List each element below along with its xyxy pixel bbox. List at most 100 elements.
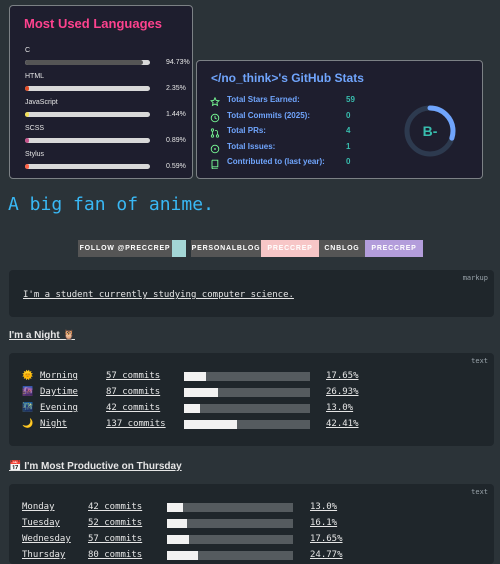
progress-bar [184,372,310,381]
progress-bar-fill [167,519,187,528]
code-language-tag: text [471,488,488,496]
time-commits: 57 commits [106,371,161,381]
productive-section-title: 📅 I'm Most Productive on Thursday [9,461,182,472]
progress-bar [167,503,293,512]
progress-bar-fill [184,388,218,397]
stat-label: Total Issues: [227,141,276,151]
code-language-tag: text [471,357,488,365]
language-bar-fill [25,112,29,117]
time-percent: 42.41% [326,419,359,429]
stat-label: Contributed to (last year): [227,157,325,166]
badge-logo[interactable] [172,240,186,257]
stats-card-title: </no_think>'s GitHub Stats [211,71,364,85]
stat-row: Contributed to (last year): 0 [210,156,360,170]
progress-bar [167,551,293,560]
about-code-block: markup I'm a student currently studying … [9,270,494,317]
time-commits: 87 commits [106,387,161,397]
language-bar [25,112,150,117]
language-percent: 2.35% [166,85,186,92]
progress-bar [184,420,310,429]
badge-cnblog[interactable]: CNBLOG [319,240,365,257]
time-of-day-row: 🌞 Morning 57 commits 17.65% [22,371,482,383]
language-bar-fill [25,138,29,143]
time-label: Evening [40,403,78,413]
time-emoji: 🌃 [22,403,34,413]
issue-icon [210,141,220,153]
progress-bar-fill [184,404,200,413]
time-label: Night [40,419,68,429]
language-bar-fill [25,164,29,169]
stat-label: Total Stars Earned: [227,95,300,104]
language-row: HTML 2.35% [25,73,187,99]
weekday-commits: 52 commits [88,518,143,528]
weekday-block: text Monday 42 commits 13.0% Tuesday 52 comm… [9,484,494,564]
languages-card-title: Most Used Languages [24,16,162,31]
time-commits: 137 commits [106,419,166,429]
language-bar-fill [25,60,144,65]
stat-label: Total PRs: [227,126,266,135]
language-bar [25,60,150,65]
weekday-label: Monday [22,502,55,512]
weekday-percent: 13.0% [310,502,338,512]
weekday-commits: 57 commits [88,534,143,544]
progress-bar-fill [184,420,237,429]
night-section-title: I'm a Night 🦉 [9,330,75,341]
time-percent: 13.0% [326,403,354,413]
weekday-label: Wednesday [22,534,71,544]
language-bar [25,86,150,91]
time-emoji: 🌆 [22,387,34,397]
stat-row: Total Commits (2025): 0 [210,110,360,122]
weekday-row: Wednesday 57 commits 17.65% [22,534,482,546]
weekday-percent: 17.65% [310,534,343,544]
languages-card: Most Used Languages C 94.73% HTML 2.35% Java… [9,5,193,179]
weekday-percent: 24.77% [310,550,343,560]
language-row: SCSS 0.89% [25,125,187,151]
progress-bar-fill [167,503,183,512]
time-emoji: 🌙 [22,419,34,429]
time-label: Daytime [40,387,78,397]
language-bar [25,164,150,169]
star-icon [209,94,221,107]
badge-preccrep[interactable]: PRECCREP [261,240,319,257]
rank-grade: B- [422,123,438,139]
code-language-tag: markup [462,274,488,282]
weekday-percent: 16.1% [310,518,338,528]
language-name: C [25,47,31,54]
weekday-commits: 80 commits [88,550,143,560]
stat-value: 59 [346,95,355,104]
weekday-row: Tuesday 52 commits 16.1% [22,518,482,530]
history-icon [210,110,220,122]
language-bar-fill [25,86,29,91]
language-percent: 94.73% [166,59,190,66]
progress-bar [184,404,310,413]
badge-personalblog[interactable]: PERSONALBLOG [191,240,261,257]
badge-preccrep[interactable]: PRECCREP [365,240,423,257]
language-percent: 1.44% [166,111,186,118]
language-row: Stylus 0.59% [25,151,187,177]
language-name: SCSS [25,125,45,132]
time-of-day-block: text 🌞 Morning 57 commits 17.65% 🌆 Daytime 87 … [9,353,494,446]
time-emoji: 🌞 [22,371,34,381]
stat-value: 0 [346,157,351,166]
time-of-day-row: 🌙 Night 137 commits 42.41% [22,419,482,431]
progress-bar-fill [167,551,198,560]
stat-row: Total PRs: 4 [210,125,360,138]
weekday-commits: 42 commits [88,502,143,512]
weekday-row: Monday 42 commits 13.0% [22,502,482,514]
time-of-day-row: 🌆 Daytime 87 commits 26.93% [22,387,482,399]
stat-value: 1 [346,141,351,151]
profile-heading: A big fan of anime. [8,194,214,215]
time-commits: 42 commits [106,403,161,413]
repo-icon [210,156,220,170]
progress-bar-fill [167,535,189,544]
weekday-label: Thursday [22,550,66,560]
progress-bar-fill [184,372,206,381]
badge-follow-preccrep[interactable]: FOLLOW @PRECCREP [78,240,172,257]
time-percent: 17.65% [326,371,359,381]
weekday-row: Thursday 80 commits 24.77% [22,550,482,562]
weekday-label: Tuesday [22,518,60,528]
github-stats-card: </no_think>'s GitHub Stats Total Stars E… [196,60,483,179]
stat-value: 0 [346,110,351,120]
stat-label: Total Commits (2025): [227,110,310,120]
progress-bar [184,388,310,397]
